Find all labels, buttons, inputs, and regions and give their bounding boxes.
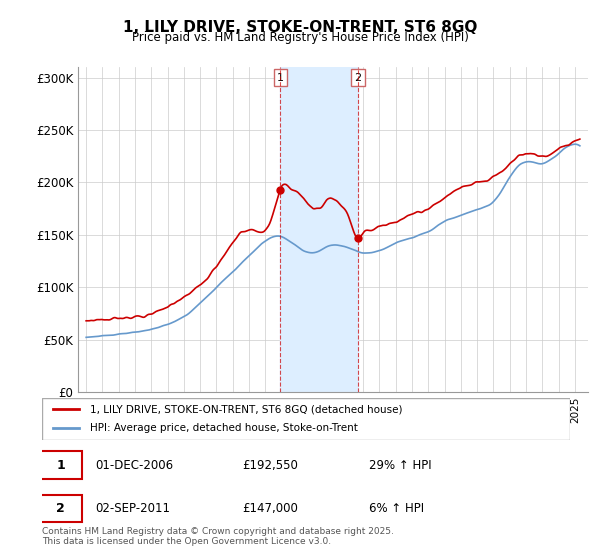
Text: 1: 1 — [56, 459, 65, 472]
Text: 1, LILY DRIVE, STOKE-ON-TRENT, ST6 8GQ: 1, LILY DRIVE, STOKE-ON-TRENT, ST6 8GQ — [123, 20, 477, 35]
Text: 01-DEC-2006: 01-DEC-2006 — [95, 459, 173, 472]
Text: HPI: Average price, detached house, Stoke-on-Trent: HPI: Average price, detached house, Stok… — [89, 423, 358, 433]
Text: 2: 2 — [56, 502, 65, 515]
Text: Contains HM Land Registry data © Crown copyright and database right 2025.
This d: Contains HM Land Registry data © Crown c… — [42, 526, 394, 546]
Text: 2: 2 — [354, 73, 361, 83]
Bar — [280, 67, 358, 392]
Text: 6% ↑ HPI: 6% ↑ HPI — [370, 502, 424, 515]
Text: 29% ↑ HPI: 29% ↑ HPI — [370, 459, 432, 472]
Text: 02-SEP-2011: 02-SEP-2011 — [95, 502, 170, 515]
Text: £192,550: £192,550 — [242, 459, 299, 472]
Text: £147,000: £147,000 — [242, 502, 299, 515]
FancyBboxPatch shape — [42, 398, 570, 440]
FancyBboxPatch shape — [40, 451, 82, 479]
FancyBboxPatch shape — [40, 494, 82, 522]
Text: 1: 1 — [277, 73, 284, 83]
Text: Price paid vs. HM Land Registry's House Price Index (HPI): Price paid vs. HM Land Registry's House … — [131, 31, 469, 44]
Text: 1, LILY DRIVE, STOKE-ON-TRENT, ST6 8GQ (detached house): 1, LILY DRIVE, STOKE-ON-TRENT, ST6 8GQ (… — [89, 404, 402, 414]
